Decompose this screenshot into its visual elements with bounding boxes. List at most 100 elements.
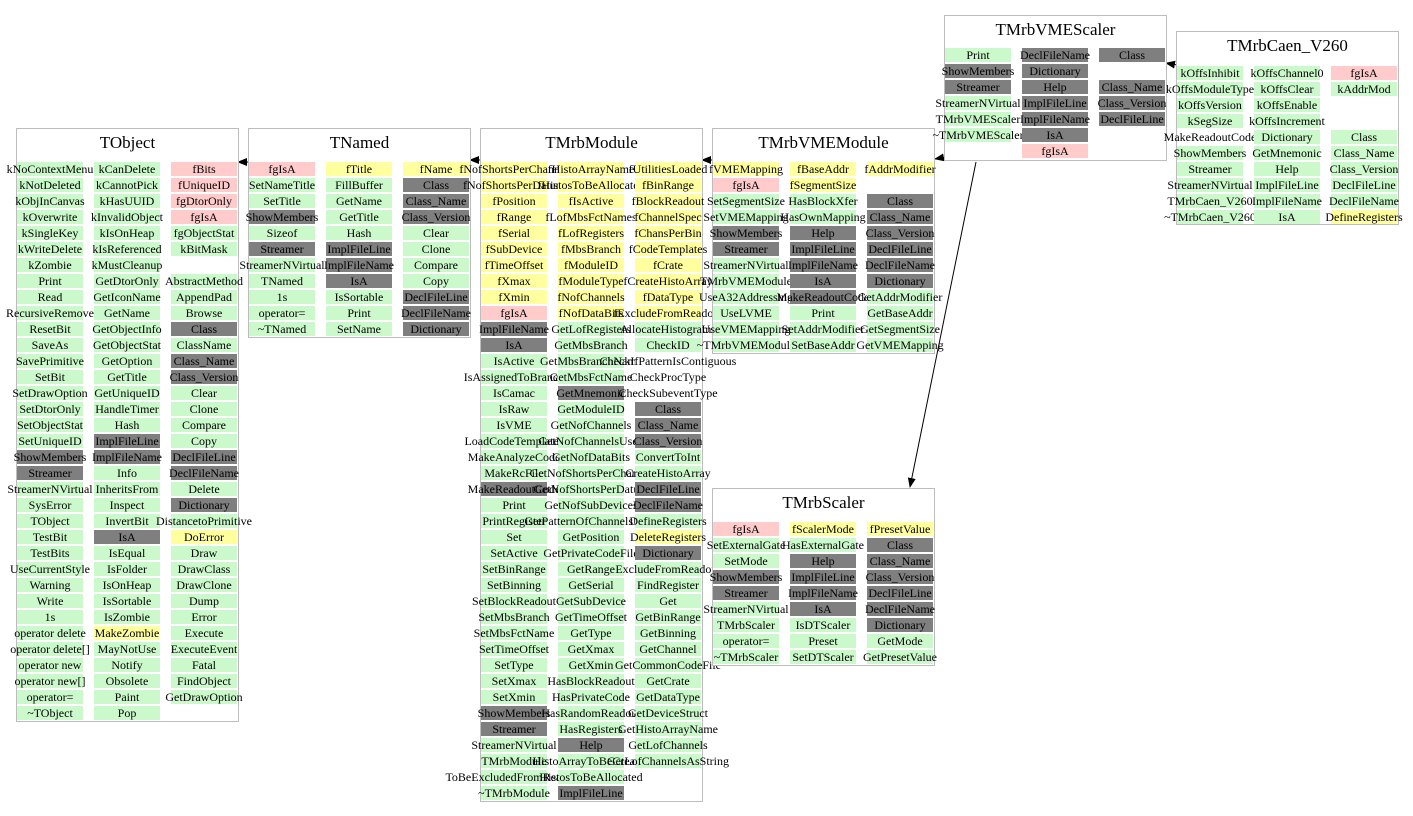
member-method: Class xyxy=(1331,130,1397,144)
member-label: DeclFileLine xyxy=(1332,178,1396,192)
member-method: GetTitle xyxy=(94,370,160,384)
member-label: DefineRegisters xyxy=(629,514,707,528)
member-label: kOverwrite xyxy=(22,210,78,224)
member-label: kOffsInhibit xyxy=(1180,66,1240,80)
member-label: ImplFileLine xyxy=(327,242,391,256)
member-label: Print xyxy=(966,48,990,62)
member-label: Delete xyxy=(188,482,220,496)
member-label: fUniqueID xyxy=(178,178,230,192)
member-dictionary: Class xyxy=(1099,48,1165,62)
member-dictionary: DeclFileName xyxy=(169,466,239,480)
member-label: GetName xyxy=(336,194,382,208)
member-method: SaveAs xyxy=(17,338,83,352)
member-label: SetMbsFctName xyxy=(473,626,555,640)
member-method: HistoArrayToBeCreated xyxy=(532,754,650,768)
member-label: IsDTScaler xyxy=(795,618,851,632)
member-label: HasPrivateCode xyxy=(552,690,630,704)
member-label: 1s xyxy=(276,290,288,304)
member-label: kOffsModuleType xyxy=(1165,82,1255,96)
member-method: UseLVME xyxy=(713,306,779,320)
member-method: SetMbsFctName xyxy=(474,626,554,640)
member-label: Set xyxy=(506,530,522,544)
member-method: kMustCleanup xyxy=(92,258,162,272)
member-method: GetTitle xyxy=(326,210,392,224)
member-method: Paint xyxy=(94,690,160,704)
member-method: Streamer xyxy=(1177,162,1243,176)
member-field: DefineRegisters xyxy=(1325,210,1403,224)
member-label: Class_Name xyxy=(869,210,931,224)
member-label: fgIsA xyxy=(732,522,760,536)
member-dictionary: Streamer xyxy=(713,586,779,600)
member-field: fModuleType xyxy=(558,274,624,288)
member-label: ImplFileName xyxy=(479,322,549,336)
member-method: kOffsModuleType xyxy=(1166,82,1254,96)
member-label: fSubDevice xyxy=(485,242,543,256)
member-method: Help xyxy=(1254,162,1320,176)
member-method: IsRaw xyxy=(481,402,547,416)
member-label: SetBlockReadout xyxy=(472,594,556,608)
member-label: Paint xyxy=(114,690,140,704)
class-box-tnamed: TNamed fgIsA SetNameTitle SetTitle ShowMemb… xyxy=(239,128,471,338)
member-label: Class_Version xyxy=(401,210,471,224)
member-method: Error xyxy=(171,610,237,624)
member-label: CheckID xyxy=(646,338,690,352)
member-dictionary: DeclFileLine xyxy=(171,450,237,464)
member-method: fgObjectStat xyxy=(171,226,237,240)
member-label: SetName xyxy=(337,322,381,336)
member-label: MakeRcFile xyxy=(484,466,544,480)
member-method: SetNameTitle xyxy=(249,178,315,192)
member-label: GetBaseAddr xyxy=(867,306,933,320)
member-label: IsOnHeap xyxy=(102,578,152,592)
member-dictionary: IsA xyxy=(326,274,392,288)
member-label: Class xyxy=(886,194,913,208)
member-method: Obsolete xyxy=(94,674,160,688)
member-label: GetNofShortsPerChannel xyxy=(529,466,653,480)
member-label: Class_Version xyxy=(865,226,935,240)
member-private: fgIsA xyxy=(1022,144,1088,158)
member-method: GetLofChannelsAsString xyxy=(607,754,729,768)
member-label: InvertBit xyxy=(105,514,149,528)
member-label: GetName xyxy=(104,306,150,320)
member-label: Class xyxy=(1350,130,1377,144)
member-label: IsA xyxy=(505,338,523,352)
member-label: Fatal xyxy=(192,658,216,672)
member-method: TNamed xyxy=(249,274,315,288)
member-field: fCreateHistoArray xyxy=(623,274,713,288)
member-label: StreamerNVirtual xyxy=(935,96,1021,110)
member-label: GetMbsBranchName xyxy=(540,354,642,368)
member-label: Copy xyxy=(190,434,217,448)
member-column: kOffsChannel0 kOffsClear kOffsEnable kOffsI… xyxy=(1249,66,1325,226)
member-label: TestBits xyxy=(30,546,70,560)
class-title: TMrbCaen_V260 xyxy=(1227,36,1348,55)
member-method: SetType xyxy=(481,658,547,672)
member-label: fNofChannels xyxy=(557,290,625,304)
member-label: kInvalidObject xyxy=(91,210,163,224)
member-field: fCodeTemplates xyxy=(629,242,707,256)
member-method: SetBinning xyxy=(481,578,547,592)
member-label: kOffsEnable xyxy=(1256,98,1318,112)
member-method: IsSortable xyxy=(94,594,160,608)
member-label: SetBinRange xyxy=(482,562,546,576)
member-method: GetPatternOfChannelsUsed xyxy=(524,514,658,528)
member-label: GetMnemonic xyxy=(556,386,626,400)
member-dictionary: Class_Version xyxy=(1098,96,1166,110)
member-label: Class_Version xyxy=(633,434,703,448)
member-field: fNofShortsPerDatum xyxy=(463,178,565,192)
member-label: SetMbsBranch xyxy=(478,610,550,624)
member-label: Pop xyxy=(117,706,137,720)
member-method: GetAddrModifier xyxy=(858,290,942,304)
member-label: DeclFileLine xyxy=(868,242,932,256)
member-method: SetBinRange xyxy=(481,562,547,576)
member-label: Streamer xyxy=(724,242,768,256)
member-method: GetObjectStat xyxy=(93,338,161,352)
member-label: InheritsFrom xyxy=(95,482,159,496)
member-method: IsFolder xyxy=(94,562,160,576)
member-field: fScalerMode xyxy=(790,522,856,536)
member-method: Dump xyxy=(171,594,237,608)
member-method: GetBinning xyxy=(635,626,701,640)
member-method: StreamerNVirtual xyxy=(703,258,789,272)
member-method: kOffsChannel0 xyxy=(1250,66,1324,80)
member-label: operator= xyxy=(26,690,74,704)
member-label: 1s xyxy=(44,610,56,624)
member-label: SetDTScaler xyxy=(792,650,854,664)
